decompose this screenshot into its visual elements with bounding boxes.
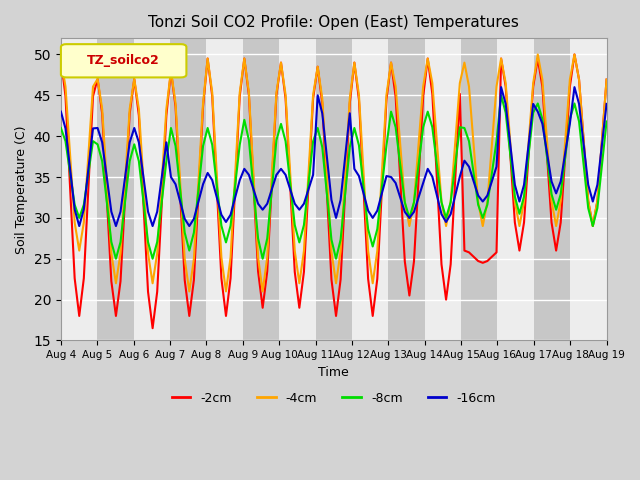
Line: -8cm: -8cm [61,96,607,259]
Bar [316,38,352,340]
-2cm [603,77,611,83]
Bar [170,38,207,340]
X-axis label: Time: Time [318,366,349,379]
-16cm [593,182,601,188]
Bar [461,38,497,340]
Bar [243,38,279,340]
-4cm [172,100,179,106]
-16cm [603,101,611,107]
-2cm [571,51,579,57]
-8cm [364,226,372,232]
-16cm [497,84,505,90]
-2cm [593,198,601,204]
-8cm [497,93,505,98]
Line: -16cm: -16cm [61,87,607,226]
-4cm [603,77,611,83]
-16cm [57,109,65,115]
-2cm [364,276,372,282]
-2cm [438,262,445,267]
Bar [388,38,425,340]
-8cm [593,205,601,211]
-16cm [364,208,372,214]
-8cm [57,125,65,131]
-4cm [186,288,193,294]
-4cm [534,51,541,57]
Bar [61,38,97,340]
-16cm [176,199,184,204]
Text: TZ_soilco2: TZ_soilco2 [87,54,160,67]
-4cm [364,248,372,254]
Bar [97,38,134,340]
-2cm [148,325,156,331]
-2cm [57,56,65,61]
-16cm [76,223,83,229]
-4cm [57,56,65,61]
-8cm [209,142,216,148]
-2cm [176,191,184,196]
Bar [279,38,316,340]
Line: -4cm: -4cm [61,54,607,291]
Bar [497,38,534,340]
-8cm [112,256,120,262]
Bar [207,38,243,340]
-16cm [438,211,445,217]
-4cm [209,90,216,96]
-4cm [438,199,445,204]
Line: -2cm: -2cm [61,54,607,328]
-8cm [438,200,445,205]
-16cm [493,164,500,169]
Bar [570,38,607,340]
Legend: -2cm, -4cm, -8cm, -16cm: -2cm, -4cm, -8cm, -16cm [167,387,500,410]
Title: Tonzi Soil CO2 Profile: Open (East) Temperatures: Tonzi Soil CO2 Profile: Open (East) Temp… [148,15,519,30]
-4cm [593,198,601,204]
Bar [534,38,570,340]
-2cm [493,250,500,255]
Bar [425,38,461,340]
Bar [352,38,388,340]
Y-axis label: Soil Temperature (C): Soil Temperature (C) [15,125,28,253]
-8cm [176,186,184,192]
-16cm [209,177,216,183]
-4cm [493,84,500,89]
Bar [134,38,170,340]
-2cm [209,93,216,99]
-8cm [493,138,500,144]
-8cm [603,119,611,124]
FancyBboxPatch shape [61,44,186,77]
